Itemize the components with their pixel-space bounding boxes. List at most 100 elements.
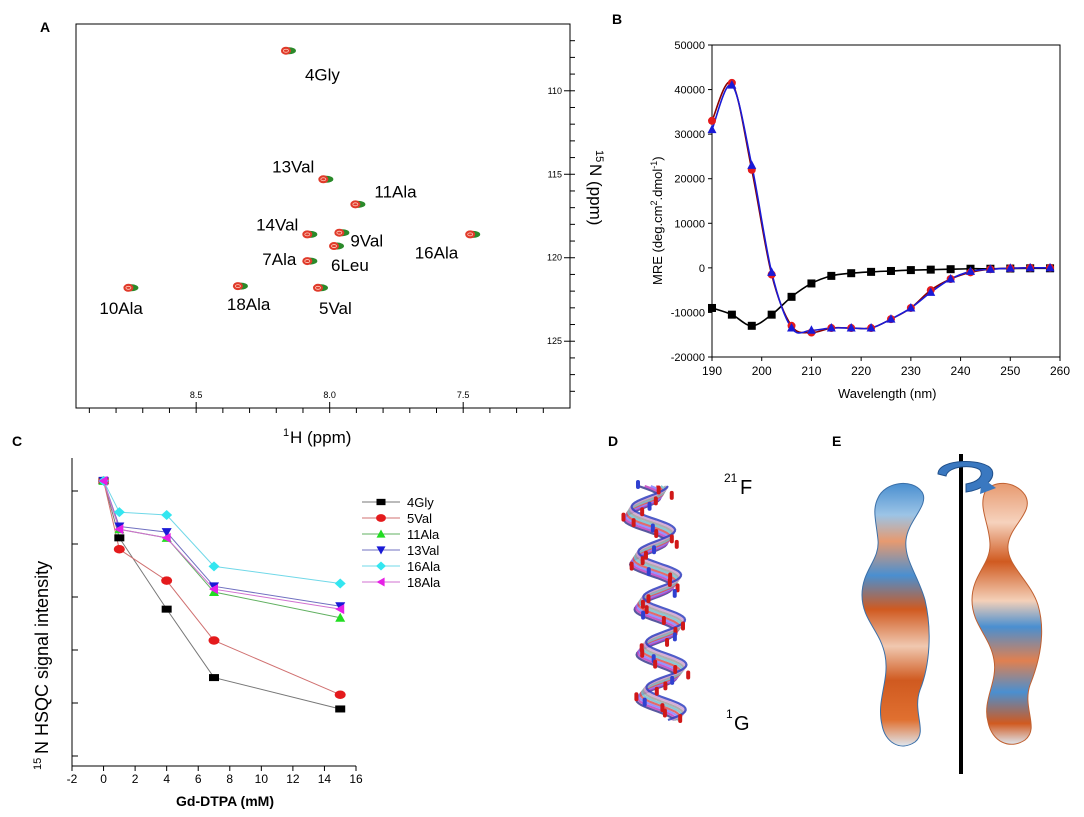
- panel-b-y-tick-label: -20000: [671, 352, 705, 364]
- panel-b-marker-blue: [846, 323, 856, 332]
- panel-b-y-tick-label: 10000: [674, 218, 705, 230]
- legend-marker-16ala: [376, 561, 386, 571]
- helix-side-chain: [674, 539, 679, 549]
- helix-side-chain: [650, 523, 655, 533]
- peak-18ala-red: [232, 282, 243, 291]
- peak-9val-label: 9Val: [350, 232, 383, 251]
- peak-13val-label: 13Val: [272, 157, 314, 176]
- panel-b-marker-blue: [886, 314, 896, 323]
- helix-side-chain: [665, 637, 670, 647]
- panel-a-y-tick-label: 110: [548, 86, 562, 96]
- peak-9val-red: [334, 228, 345, 237]
- helix-side-chain: [640, 648, 645, 658]
- panel-b-x-tick-label: 200: [752, 364, 772, 378]
- panel-b-marker-black: [807, 279, 816, 288]
- panel-b-marker-black: [767, 310, 776, 319]
- panel-b-marker-blue: [727, 80, 737, 89]
- helix-side-chain: [646, 567, 651, 577]
- panel-b-marker-blue: [707, 124, 717, 134]
- panel-c-ylabel: N HSQC signal intensity: [32, 561, 52, 754]
- panel-b-y-tick-label: 0: [699, 263, 705, 275]
- panel-b-marker-black: [827, 271, 836, 280]
- panel-b-x-tick-label: 190: [702, 364, 722, 378]
- panel-b-line-blue: [711, 84, 1051, 334]
- panel-b-marker-black: [847, 269, 856, 278]
- panel-b-marker-blue: [806, 325, 816, 334]
- helix-side-chain: [653, 496, 658, 506]
- panel-c-marker-4gly: [114, 534, 125, 542]
- helix-side-chain: [643, 550, 648, 560]
- panel-b-marker-black: [787, 292, 796, 301]
- panel-b-marker-black: [886, 266, 895, 275]
- panel-a-ylabel-group: 15 N (ppm): [586, 150, 605, 225]
- panel-b-y-tick-label: 40000: [674, 85, 705, 97]
- helix-side-chain: [673, 665, 678, 675]
- panel-b-ylabel-sup2: -1: [649, 161, 659, 169]
- panel-c-x-tick-label: 12: [286, 772, 300, 786]
- peak-6leu-contour: [331, 244, 337, 248]
- panel-b-marker-blue: [866, 323, 876, 332]
- panel-c-ylabel-sup: 15: [32, 758, 44, 770]
- peak-16ala-red: [465, 230, 476, 239]
- peak-5val-red: [312, 283, 323, 292]
- helix-side-chain: [640, 556, 645, 566]
- panel-b-marker-blue: [946, 274, 956, 283]
- helix-backbone-model: [629, 485, 687, 722]
- legend-marker-5val: [376, 514, 386, 522]
- peak-13val-red: [318, 175, 329, 184]
- peak-14val-label: 14Val: [256, 215, 298, 234]
- panel-b-marker-blue: [826, 323, 836, 332]
- panel-letter-a: A: [40, 19, 50, 35]
- panel-c-x-tick-label: 14: [318, 772, 332, 786]
- panel-c-marker-16ala: [208, 561, 220, 572]
- panel-letter-b: B: [612, 11, 622, 27]
- panel-a-ylabel-sup: 15: [593, 150, 605, 162]
- panel-b-x-tick-label: 240: [951, 364, 971, 378]
- panel-b-marker-black: [926, 265, 935, 274]
- panel-c-marker-16ala: [161, 510, 173, 521]
- panel-b-marker-blue: [767, 267, 777, 276]
- panel-d-label-bottom: G: [734, 713, 750, 735]
- panel-b-ticks: 190 200 210 220 230 240 250 260 -20000 -10000 0 100…: [671, 40, 1071, 378]
- panel-b-marker-blue: [1045, 262, 1055, 272]
- peak-4gly-label: 4Gly: [305, 66, 340, 85]
- panel-d-label-bottom-sup: 1: [726, 707, 733, 721]
- panel-c-x-tick-label: 16: [349, 772, 363, 786]
- helix-side-chain: [652, 545, 657, 555]
- peak-11ala-contour: [352, 202, 359, 207]
- helix-side-chain: [672, 632, 677, 642]
- panel-c-x-tick-label: 4: [163, 772, 170, 786]
- helix-side-chain: [631, 518, 636, 528]
- panel-a-x-tick-label: 7.5: [457, 390, 470, 400]
- panel-e-surface-views: [861, 454, 1043, 774]
- panel-c-marker-4gly: [209, 674, 219, 682]
- panel-a-y-ticks: 110 115 120 125: [547, 40, 575, 392]
- panel-b-line-black: [711, 267, 1051, 327]
- peak-18ala-contour: [234, 284, 241, 289]
- panel-b-marker-black: [906, 266, 915, 275]
- panel-c-x-tick-label: 8: [226, 772, 233, 786]
- peak-14val-red: [302, 230, 313, 239]
- peak-9val-contour: [336, 230, 343, 235]
- panel-c-line-13val: [103, 480, 341, 607]
- peak-16ala-label: 16Ala: [415, 243, 459, 262]
- helix-side-chain: [654, 686, 659, 696]
- panel-a-x-tick-label: 8.0: [323, 390, 336, 400]
- panel-c-x-tick-label: -2: [67, 772, 78, 786]
- peak-7ala-label: 7Ala: [262, 250, 297, 269]
- peak-13val-contour: [320, 177, 327, 182]
- panel-b-x-tick-label: 210: [801, 364, 821, 378]
- panel-letter-e: E: [832, 433, 841, 449]
- legend-label-11ala: 11Ala: [407, 527, 440, 542]
- helix-side-chain: [640, 507, 645, 517]
- helix-side-chain: [686, 670, 691, 680]
- helix-side-chain: [646, 594, 651, 604]
- panel-a-y-tick-label: 125: [547, 336, 562, 346]
- panel-letter-c: C: [12, 433, 22, 449]
- panel-b-y-tick-label: 20000: [674, 174, 705, 186]
- panel-b-marker-red: [708, 116, 716, 125]
- panel-a-frame: [75, 23, 571, 409]
- panel-b-cd-spectrum: 190 200 210 220 230 240 250 260 -20000 -10000 0 100…: [649, 40, 1070, 401]
- panel-c-marker-4gly: [161, 605, 172, 613]
